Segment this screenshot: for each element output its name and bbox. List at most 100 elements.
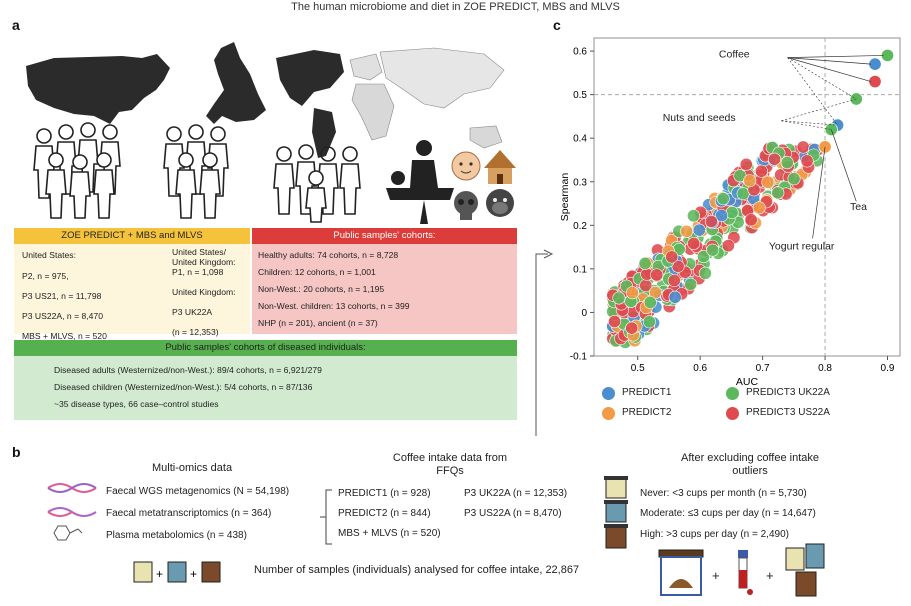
- chart-legend: PREDICT1 PREDICT3 UK22A PREDICT2 PREDICT…: [588, 386, 888, 426]
- us-map: [26, 54, 170, 124]
- highlighted-point: [824, 122, 838, 137]
- data-point: [739, 157, 753, 171]
- patient-doctor-icon: [386, 140, 454, 224]
- ffq-line: PREDICT1 (n = 928): [338, 488, 431, 499]
- ffq-line: PREDICT2 (n = 844): [338, 508, 431, 519]
- zoe-left-line: United States:: [22, 250, 76, 260]
- people-group-uk: [163, 124, 229, 219]
- x-tick-label: 0.9: [881, 363, 895, 374]
- annotation-label: Nuts and seeds: [663, 112, 736, 124]
- y-tick-label: 0.6: [573, 47, 587, 58]
- plus-sign: +: [766, 568, 774, 583]
- zoe-right-line: United Kingdom:: [172, 287, 236, 297]
- annotation-leader: [787, 57, 857, 100]
- people-group-us: [33, 122, 121, 219]
- data-point: [608, 315, 622, 329]
- data-point: [715, 209, 729, 223]
- zoe-left-line: MBS + MLVS, n = 520: [22, 331, 107, 341]
- x-tick-label: 0.6: [693, 363, 707, 374]
- cups-row-icon: + +: [133, 561, 221, 583]
- metabolite-icon: [53, 525, 83, 541]
- annotation-leader: [787, 57, 872, 65]
- omics-line: Plasma metabolomics (n = 438): [106, 530, 247, 541]
- public-cohort-line: Healthy adults: 74 cohorts, n = 8,728: [258, 250, 399, 260]
- ffq-title-line: Coffee intake data from: [392, 452, 508, 464]
- y-tick-label: 0.2: [573, 221, 587, 232]
- data-point: [612, 291, 626, 305]
- data-point: [704, 214, 718, 228]
- legend-swatch: [602, 407, 615, 420]
- exclusion-line: Moderate: ≤3 cups per day (n = 14,647): [640, 508, 816, 519]
- uk-map: [206, 42, 266, 124]
- panel-b: Multi-omics data Faecal WGS metagenomics…: [0, 452, 911, 606]
- panel-label-a: a: [12, 17, 20, 33]
- bracket-icon: [320, 489, 332, 545]
- highlighted-point: [868, 75, 882, 89]
- public-cohort-line: Non-West. children: 13 cohorts, n = 399: [258, 301, 410, 311]
- legend-swatch: [726, 407, 739, 420]
- zoe-us-cohorts: United States: P2, n = 975, P3 US21, n =…: [22, 249, 162, 342]
- data-point: [771, 186, 785, 200]
- data-point: [687, 209, 701, 223]
- figure-title: The human microbiome and diet in ZOE PRE…: [291, 1, 620, 13]
- public-cohort-line: NHP (n = 201), ancient (n = 37): [258, 318, 378, 328]
- data-point: [625, 321, 639, 335]
- annotation-label: Coffee: [719, 49, 750, 61]
- data-point: [668, 290, 682, 304]
- y-tick-label: -0.1: [570, 352, 588, 363]
- public-box-header: Public samples' cohorts:: [252, 228, 517, 244]
- exclusion-title-line: After excluding coffee intake: [681, 452, 819, 464]
- data-point: [638, 256, 652, 270]
- legend-label: PREDICT3 US22A: [746, 407, 830, 418]
- stool-sample-icon: [658, 549, 704, 596]
- legend-label: PREDICT3 UK22A: [746, 387, 830, 398]
- diseased-cohort-line: Diseased adults (Westernized/non-West.):…: [54, 365, 322, 375]
- data-point: [692, 223, 706, 237]
- legend-swatch: [602, 387, 615, 400]
- diseased-cohort-list: Diseased adults (Westernized/non-West.):…: [54, 364, 514, 415]
- x-tick-label: 0.5: [631, 363, 645, 374]
- data-point: [721, 239, 735, 253]
- y-axis-label: Spearman: [559, 173, 571, 222]
- annotation-leader: [787, 57, 838, 126]
- exclusion-line: Never: <3 cups per month (n = 5,730): [640, 488, 807, 499]
- cup-high-icon: [604, 524, 628, 549]
- annotation-leader: [787, 57, 872, 82]
- data-point: [625, 286, 639, 300]
- zoe-uk-cohorts: United States/ United Kingdom: P1, n = 1…: [172, 246, 250, 338]
- svg-text:+: +: [190, 567, 197, 581]
- data-point: [767, 152, 781, 166]
- blood-tube-icon: [738, 550, 753, 595]
- data-point: [680, 224, 694, 238]
- legend-label: PREDICT1: [622, 387, 672, 398]
- data-point: [665, 250, 679, 264]
- ffq-title-line: FFQs: [436, 465, 464, 477]
- annotation-leader: [781, 120, 832, 130]
- cohort-illustration: [26, 42, 516, 224]
- zoe-right-line: P3 UK22A: [172, 307, 213, 317]
- data-point: [736, 187, 750, 201]
- zoe-left-line: P2, n = 975,: [22, 271, 69, 281]
- y-tick-label: 0.4: [573, 134, 587, 145]
- x-tick-label: 0.8: [818, 363, 832, 374]
- plus-sign: +: [712, 568, 720, 583]
- data-point: [796, 140, 810, 154]
- public-cohort-list: Healthy adults: 74 cohorts, n = 8,728 Ch…: [258, 249, 513, 334]
- coffee-cups-icon: [604, 476, 628, 549]
- public-cohort-line: Non-West.: 20 cohorts, n = 1,195: [258, 284, 385, 294]
- people-group-world: [273, 144, 361, 223]
- data-point: [667, 274, 681, 288]
- panel-label-b: b: [12, 444, 21, 460]
- y-tick-label: 0.1: [573, 264, 587, 275]
- public-cohorts-box: Public samples' cohorts: Healthy adults:…: [252, 228, 517, 334]
- zoe-right-line: (n = 12,353): [172, 327, 219, 337]
- dna-icon: [47, 483, 97, 493]
- diseased-cohort-line: Diseased children (Westernized/non-West.…: [54, 382, 313, 392]
- data-point: [684, 277, 698, 291]
- zoe-right-line: P1, n = 1,098: [172, 267, 224, 277]
- public-cohort-line: Children: 12 cohorts, n = 1,001: [258, 267, 376, 277]
- ffq-title: Coffee intake data from FFQs: [370, 452, 530, 478]
- coffee-auc-spearman-scatter: 0.5 0.6 0.7 0.8 0.9 -0.1 0 0.1 0.2 0.3 0.4 0.5 0.6 C…: [559, 37, 901, 388]
- data-point: [698, 266, 712, 280]
- y-tick-label: 0: [581, 308, 587, 319]
